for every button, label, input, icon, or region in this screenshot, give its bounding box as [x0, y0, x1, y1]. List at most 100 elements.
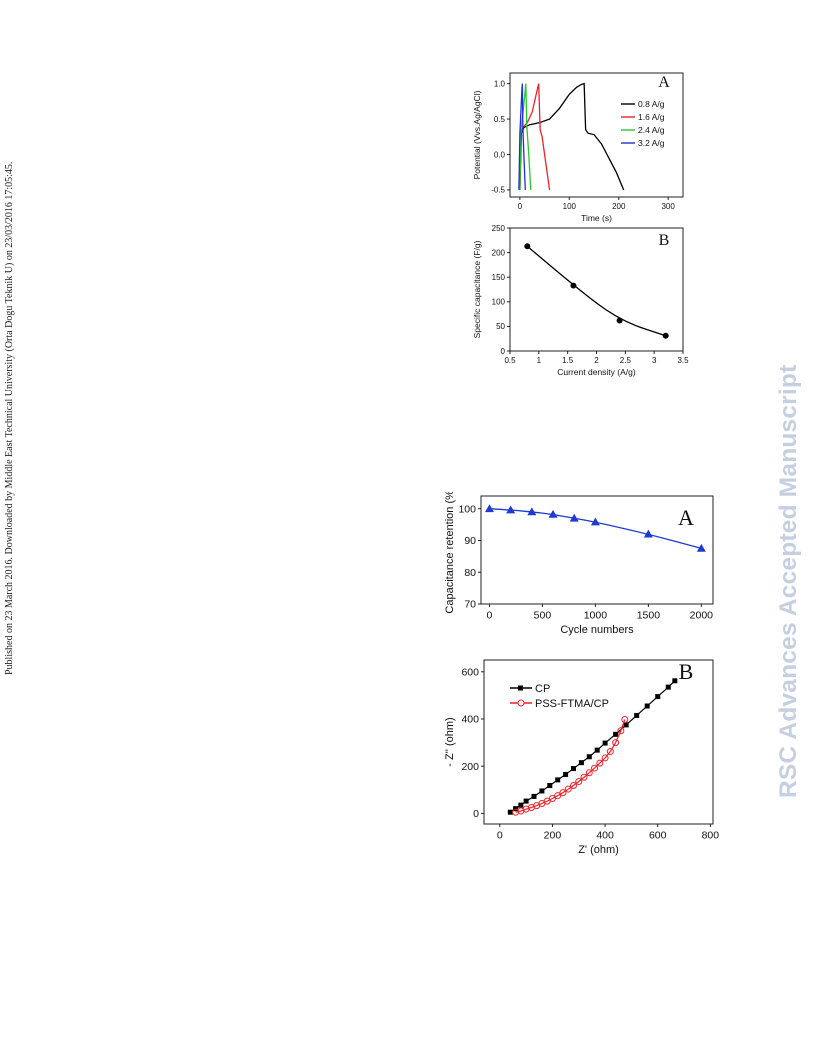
x-axis-label: Z' (ohm) — [578, 844, 619, 856]
data-point — [569, 782, 577, 790]
series-line — [519, 82, 625, 191]
data-point — [606, 748, 614, 756]
data-point — [634, 712, 640, 718]
panel-label: B — [679, 659, 694, 684]
chart-capacitance-retention: 0 500 1000 1500 2000 70 80 90 100 Cycle numbers Ca… — [444, 492, 714, 636]
x-axis-label: Cycle numbers — [560, 624, 634, 636]
data-point — [513, 806, 519, 812]
x-tick-label: 2.5 — [620, 356, 632, 365]
data-point — [644, 703, 650, 709]
data-point — [623, 722, 629, 728]
y-tick-label: -0.5 — [491, 186, 505, 195]
series-line — [519, 83, 532, 190]
x-tick-label: 400 — [596, 830, 614, 842]
data-point — [506, 505, 516, 514]
data-point — [575, 778, 583, 786]
y-tick-label: 200 — [461, 761, 479, 773]
y-tick-label: 400 — [461, 714, 479, 726]
legend-label: CP — [535, 683, 550, 695]
y-tick-label: 600 — [461, 666, 479, 678]
data-point — [554, 792, 562, 800]
data-point — [527, 507, 537, 516]
data-point — [518, 802, 524, 808]
data-point — [672, 678, 678, 684]
journal-watermark: RSC Advances Accepted Manuscript — [775, 364, 802, 798]
chart-gcd-curves: 0 100 200 300 -0.5 0.0 0.5 1.0 Time (s) Potential… — [472, 72, 684, 223]
data-point — [524, 243, 531, 250]
data-point — [621, 715, 629, 723]
download-notice: Published on 23 March 2016. Downloaded b… — [4, 161, 15, 675]
data-point — [580, 773, 588, 781]
x-tick-label: 300 — [661, 202, 675, 211]
data-point — [570, 282, 577, 289]
x-tick-label: 500 — [534, 610, 552, 622]
data-point — [512, 808, 520, 816]
x-tick-label: 1500 — [637, 610, 661, 622]
legend-label: 2.4 A/g — [638, 125, 665, 135]
data-point — [613, 731, 619, 737]
x-tick-label: 2 — [594, 356, 599, 365]
data-point — [484, 504, 494, 513]
x-tick-label: 800 — [702, 830, 720, 842]
y-tick-label: 1.0 — [494, 79, 506, 88]
data-point — [539, 788, 545, 794]
y-tick-label: 0 — [501, 347, 506, 356]
chart-specific-capacitance: 0.5 1 1.5 2 2.5 3 3.5 0 50 100 150 200 250 Current de… — [472, 225, 689, 377]
x-tick-label: 3.5 — [677, 356, 689, 365]
x-tick-label: 0 — [518, 202, 523, 211]
data-point — [523, 798, 529, 804]
data-point — [590, 517, 600, 526]
data-point — [696, 543, 706, 552]
legend-label: PSS-FTMA/CP — [535, 698, 609, 710]
data-point — [585, 769, 593, 777]
data-point — [578, 760, 584, 766]
data-point — [548, 795, 556, 803]
data-point — [601, 754, 609, 762]
data-point — [591, 764, 599, 772]
y-tick-label: 70 — [464, 599, 476, 611]
x-tick-label: 1.5 — [562, 356, 574, 365]
x-axis-label: Time (s) — [581, 213, 612, 223]
x-tick-label: 0.5 — [504, 356, 516, 365]
legend-label: 3.2 A/g — [638, 138, 665, 148]
x-tick-label: 600 — [649, 830, 667, 842]
y-tick-label: 90 — [464, 535, 476, 547]
data-point — [531, 793, 537, 799]
data-point — [665, 684, 671, 690]
data-point — [559, 789, 567, 797]
x-tick-label: 2000 — [690, 610, 714, 622]
data-point — [547, 783, 553, 789]
data-point — [507, 809, 513, 815]
data-point — [655, 694, 661, 700]
chart-nyquist: 0 200 400 600 800 0 200 400 600 Z' (ohm) - Z'' (oh… — [444, 659, 720, 856]
series-line — [518, 83, 526, 190]
legend-marker — [518, 685, 523, 691]
x-tick-label: 3 — [652, 356, 657, 365]
data-point — [555, 777, 561, 783]
data-point — [612, 739, 620, 747]
data-point — [602, 740, 608, 746]
data-point — [662, 332, 669, 339]
data-point — [616, 317, 623, 324]
x-tick-label: 200 — [544, 830, 562, 842]
y-axis-label: - Z'' (ohm) — [444, 717, 456, 766]
x-tick-label: 100 — [563, 202, 577, 211]
x-tick-label: 0 — [497, 830, 503, 842]
y-tick-label: 100 — [492, 298, 506, 307]
legend-marker — [517, 699, 525, 707]
plot-frame — [509, 72, 684, 198]
fit-line — [489, 508, 702, 550]
legend-label: 1.6 A/g — [638, 112, 665, 122]
y-tick-label: 80 — [464, 567, 476, 579]
legend-label: 0.8 A/g — [638, 99, 665, 109]
y-axis-label: Capacitance retention (%) — [444, 492, 456, 614]
x-tick-label: 0 — [487, 610, 493, 622]
data-point — [570, 766, 576, 772]
fit-line — [526, 245, 666, 337]
y-tick-label: 0.5 — [494, 115, 506, 124]
y-tick-label: 50 — [496, 322, 505, 331]
data-point — [548, 509, 558, 518]
panel-label: A — [678, 505, 694, 530]
y-tick-label: 150 — [492, 273, 506, 282]
plot-frame — [483, 659, 714, 825]
